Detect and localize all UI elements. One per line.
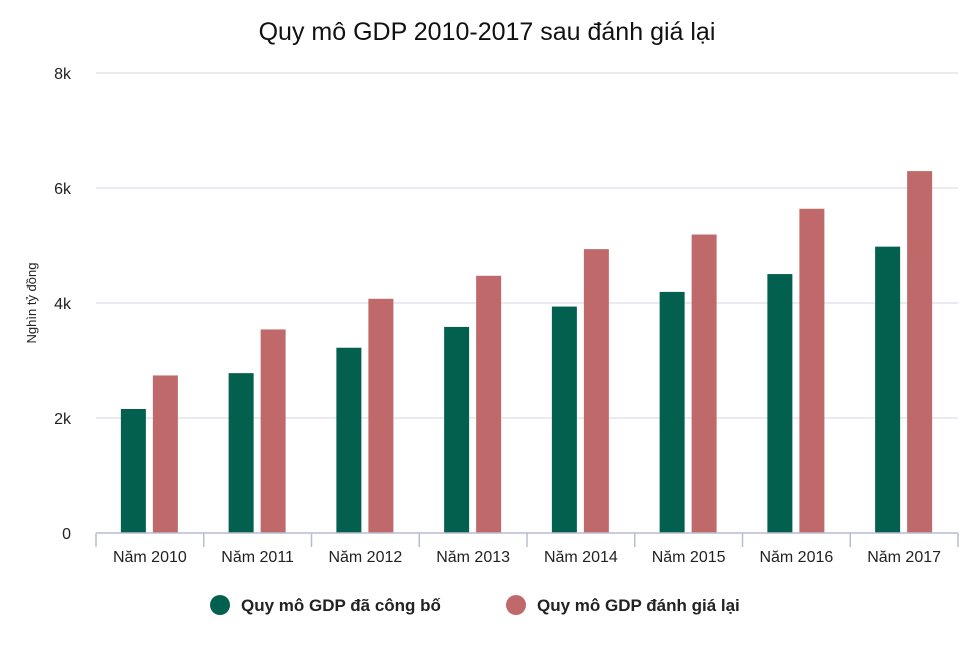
bar-published <box>336 347 362 533</box>
legend-marker <box>506 595 526 615</box>
bar-revalued <box>368 298 394 533</box>
bar-revalued <box>583 249 609 533</box>
y-tick-label: 6k <box>54 181 72 198</box>
bar-revalued <box>691 234 717 533</box>
bar-revalued <box>260 329 286 533</box>
bar-published <box>767 274 793 533</box>
chart-title: Quy mô GDP 2010-2017 sau đánh giá lại <box>259 18 716 46</box>
bar-revalued <box>799 208 825 533</box>
bar-published <box>659 291 685 533</box>
x-tick-label: Năm 2016 <box>759 549 833 566</box>
legend-marker <box>210 595 230 615</box>
x-tick-label: Năm 2014 <box>544 549 618 566</box>
legend-label: Quy mô GDP đã công bố <box>241 596 441 615</box>
bar-published <box>120 408 146 533</box>
y-tick-label: 8k <box>54 66 72 83</box>
bar-published <box>228 373 254 533</box>
x-tick-label: Năm 2013 <box>436 549 510 566</box>
x-tick-label: Năm 2017 <box>867 549 941 566</box>
bar-published <box>444 326 470 533</box>
x-tick-label: Năm 2010 <box>113 549 187 566</box>
bar-revalued <box>907 171 933 533</box>
x-tick-label: Năm 2012 <box>328 549 402 566</box>
bar-published <box>551 306 577 533</box>
bar-revalued <box>152 375 178 533</box>
y-tick-label: 2k <box>54 411 72 428</box>
bar-published <box>875 246 901 533</box>
legend-label: Quy mô GDP đánh giá lại <box>537 596 740 615</box>
y-tick-label: 0 <box>62 526 71 543</box>
x-tick-label: Năm 2015 <box>652 549 726 566</box>
y-axis-label: Nghìn tỷ đồng <box>24 263 39 344</box>
y-tick-label: 4k <box>54 296 72 313</box>
x-tick-label: Năm 2011 <box>221 549 294 566</box>
bar-revalued <box>476 275 502 533</box>
